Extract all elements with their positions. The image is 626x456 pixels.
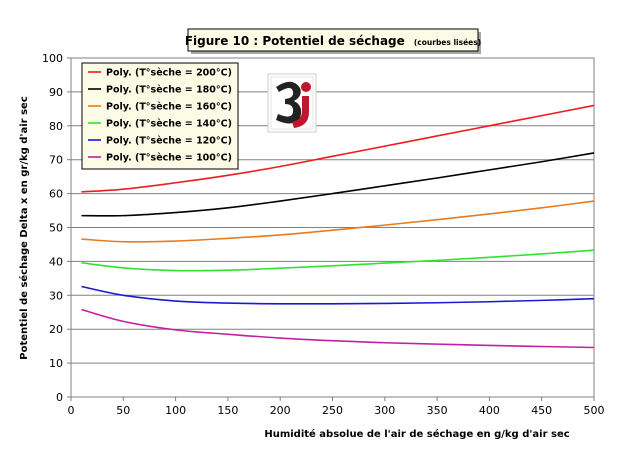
y-tick-label: 50 — [49, 222, 63, 235]
x-tick-label: 500 — [584, 404, 605, 417]
x-tick-label: 450 — [531, 404, 552, 417]
x-tick-label: 250 — [322, 404, 343, 417]
legend-label: Poly. (T°sèche = 160°C) — [106, 102, 232, 113]
legend-label: Poly. (T°sèche = 180°C) — [106, 85, 232, 96]
x-axis-ticks: 0 50 100 150 200 250 300 350 400 450 500 — [68, 397, 605, 417]
series-line-3 — [81, 249, 595, 272]
y-axis-ticks: 0 10 20 30 40 50 60 70 80 90 100 — [42, 52, 71, 404]
chart-title: Figure 10 : Potentiel de séchage — [185, 34, 405, 48]
series-line-0 — [81, 104, 595, 193]
3i-logo — [267, 73, 317, 133]
legend-label: Poly. (T°sèche = 120°C) — [106, 136, 232, 147]
y-tick-label: 80 — [49, 120, 63, 133]
series-lines — [81, 104, 595, 349]
y-tick-label: 100 — [42, 52, 63, 65]
y-tick-label: 0 — [56, 391, 63, 404]
x-tick-label: 50 — [116, 404, 130, 417]
series-line-4 — [81, 285, 595, 305]
x-tick-label: 400 — [479, 404, 500, 417]
y-axis-label: Potentiel de séchage Delta x en gr/kg d'… — [18, 96, 30, 360]
y-tick-label: 10 — [49, 357, 63, 370]
y-tick-label: 40 — [49, 255, 63, 268]
legend: Poly. (T°sèche = 200°C) Poly. (T°sèche = … — [81, 62, 239, 170]
x-tick-label: 200 — [270, 404, 291, 417]
y-tick-label: 20 — [49, 323, 63, 336]
series-line-2 — [81, 200, 595, 243]
chart-title-line: Figure 10 : Potentiel de séchage (courbe… — [185, 30, 481, 49]
x-tick-label: 100 — [165, 404, 186, 417]
y-tick-label: 90 — [49, 86, 63, 99]
x-tick-label: 0 — [68, 404, 75, 417]
y-tick-label: 60 — [49, 188, 63, 201]
y-tick-label: 30 — [49, 289, 63, 302]
x-tick-label: 150 — [217, 404, 238, 417]
series-line-1 — [81, 152, 595, 217]
chart-title-box: Figure 10 : Potentiel de séchage (courbe… — [185, 28, 481, 54]
y-tick-label: 70 — [49, 154, 63, 167]
legend-label: Poly. (T°sèche = 100°C) — [106, 153, 232, 164]
series-line-5 — [81, 308, 595, 349]
legend-label: Poly. (T°sèche = 200°C) — [106, 68, 232, 79]
x-axis-label: Humidité absolue de l'air de séchage en … — [264, 428, 569, 440]
x-tick-label: 350 — [427, 404, 448, 417]
chart-subtitle: (courbes lisées) — [414, 38, 481, 47]
legend-label: Poly. (T°sèche = 140°C) — [106, 119, 232, 130]
x-tick-label: 300 — [374, 404, 395, 417]
